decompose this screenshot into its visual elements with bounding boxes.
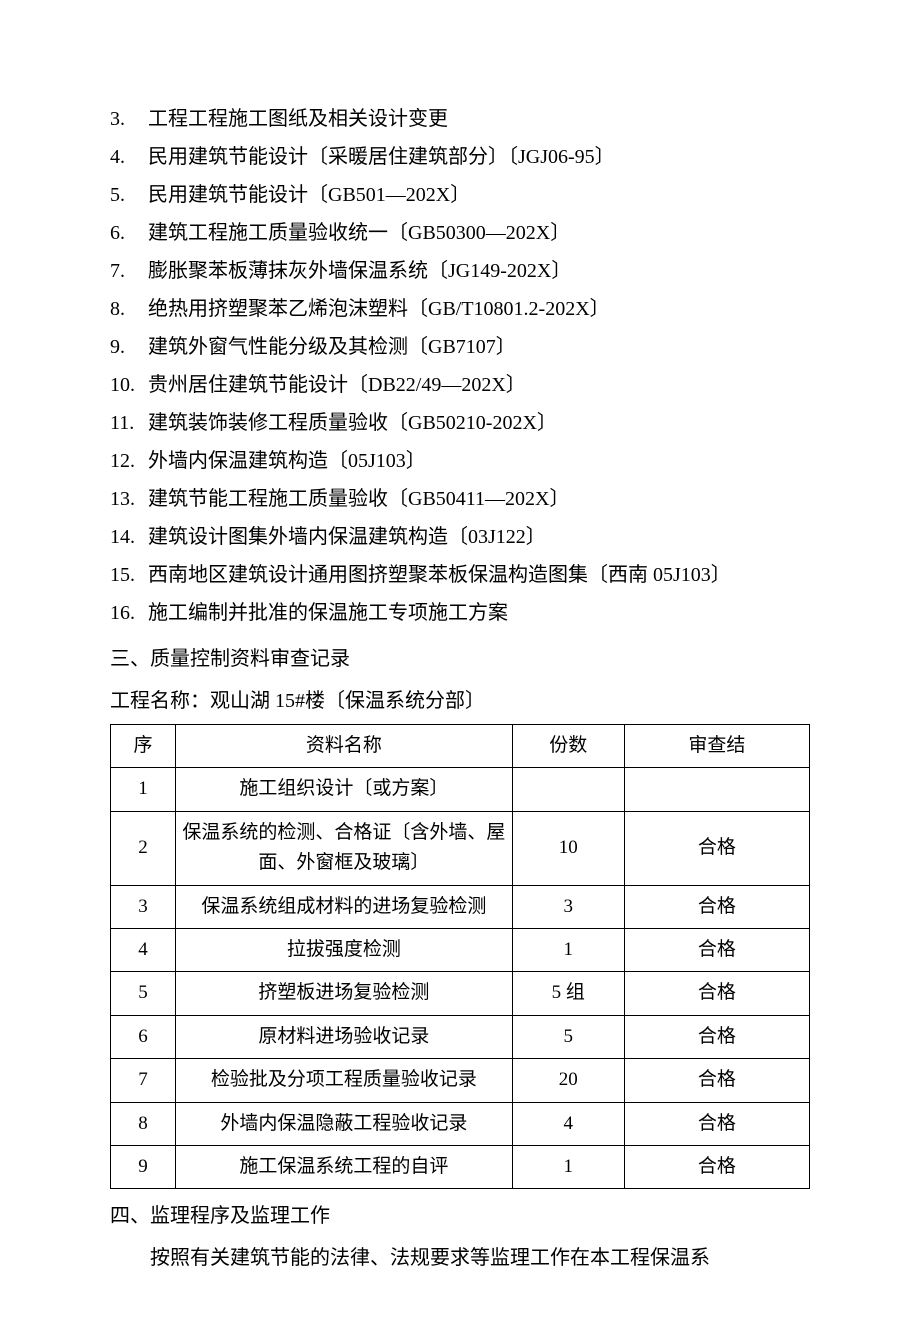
item-text: 绝热用挤塑聚苯乙烯泡沫塑料〔GB/T10801.2-202X〕 <box>148 290 810 328</box>
cell-result: 合格 <box>624 1102 809 1145</box>
item-number: 13. <box>110 480 148 518</box>
cell-count: 10 <box>512 811 624 885</box>
item-number: 3. <box>110 100 148 138</box>
item-text: 建筑装饰装修工程质量验收〔GB50210-202X〕 <box>148 404 810 442</box>
cell-count: 20 <box>512 1059 624 1102</box>
table-row: 8 外墙内保温隐蔽工程验收记录 4 合格 <box>111 1102 810 1145</box>
cell-result: 合格 <box>624 1145 809 1188</box>
cell-count: 3 <box>512 885 624 928</box>
cell-seq: 7 <box>111 1059 176 1102</box>
project-name: 工程名称：观山湖 15#楼〔保温系统分部〕 <box>110 682 810 720</box>
section-4-title: 四、监理程序及监理工作 <box>110 1197 810 1235</box>
cell-name: 拉拔强度检测 <box>176 928 513 971</box>
item-text: 施工编制并批准的保温施工专项施工方案 <box>148 594 810 632</box>
cell-name: 施工组织设计〔或方案〕 <box>176 768 513 811</box>
item-number: 12. <box>110 442 148 480</box>
item-number: 10. <box>110 366 148 404</box>
header-seq: 序 <box>111 725 176 768</box>
table-row: 1 施工组织设计〔或方案〕 <box>111 768 810 811</box>
table-row: 9 施工保温系统工程的自评 1 合格 <box>111 1145 810 1188</box>
cell-result: 合格 <box>624 1015 809 1058</box>
item-text: 建筑设计图集外墙内保温建筑构造〔03J122〕 <box>148 518 810 556</box>
cell-result: 合格 <box>624 928 809 971</box>
table-row: 6 原材料进场验收记录 5 合格 <box>111 1015 810 1058</box>
item-text: 工程工程施工图纸及相关设计变更 <box>148 100 810 138</box>
list-item: 5. 民用建筑节能设计〔GB501—202X〕 <box>110 176 810 214</box>
table-row: 7 检验批及分项工程质量验收记录 20 合格 <box>111 1059 810 1102</box>
list-item: 8. 绝热用挤塑聚苯乙烯泡沫塑料〔GB/T10801.2-202X〕 <box>110 290 810 328</box>
cell-result: 合格 <box>624 972 809 1015</box>
section-4-paragraph: 按照有关建筑节能的法律、法规要求等监理工作在本工程保温系 <box>110 1239 810 1277</box>
cell-name: 保温系统的检测、合格证〔含外墙、屋面、外窗框及玻璃〕 <box>176 811 513 885</box>
list-item: 10. 贵州居住建筑节能设计〔DB22/49—202X〕 <box>110 366 810 404</box>
list-item: 11. 建筑装饰装修工程质量验收〔GB50210-202X〕 <box>110 404 810 442</box>
item-text: 建筑工程施工质量验收统一〔GB50300—202X〕 <box>148 214 810 252</box>
cell-seq: 6 <box>111 1015 176 1058</box>
item-number: 16. <box>110 594 148 632</box>
cell-name: 施工保温系统工程的自评 <box>176 1145 513 1188</box>
cell-count <box>512 768 624 811</box>
header-name: 资料名称 <box>176 725 513 768</box>
item-text: 建筑外窗气性能分级及其检测〔GB7107〕 <box>148 328 810 366</box>
list-item: 7. 膨胀聚苯板薄抹灰外墙保温系统〔JG149-202X〕 <box>110 252 810 290</box>
list-item: 4. 民用建筑节能设计〔采暖居住建筑部分〕〔JGJ06-95〕 <box>110 138 810 176</box>
cell-name: 外墙内保温隐蔽工程验收记录 <box>176 1102 513 1145</box>
cell-name: 原材料进场验收记录 <box>176 1015 513 1058</box>
cell-name: 检验批及分项工程质量验收记录 <box>176 1059 513 1102</box>
item-number: 7. <box>110 252 148 290</box>
item-number: 6. <box>110 214 148 252</box>
cell-seq: 4 <box>111 928 176 971</box>
section-3-title: 三、质量控制资料审查记录 <box>110 640 810 678</box>
cell-result <box>624 768 809 811</box>
list-item: 3. 工程工程施工图纸及相关设计变更 <box>110 100 810 138</box>
item-text: 建筑节能工程施工质量验收〔GB50411—202X〕 <box>148 480 810 518</box>
list-item: 9. 建筑外窗气性能分级及其检测〔GB7107〕 <box>110 328 810 366</box>
item-text: 民用建筑节能设计〔采暖居住建筑部分〕〔JGJ06-95〕 <box>148 138 810 176</box>
list-item: 12. 外墙内保温建筑构造〔05J103〕 <box>110 442 810 480</box>
cell-count: 1 <box>512 1145 624 1188</box>
cell-seq: 9 <box>111 1145 176 1188</box>
cell-seq: 3 <box>111 885 176 928</box>
item-number: 4. <box>110 138 148 176</box>
list-item: 14. 建筑设计图集外墙内保温建筑构造〔03J122〕 <box>110 518 810 556</box>
cell-count: 1 <box>512 928 624 971</box>
cell-count: 4 <box>512 1102 624 1145</box>
item-number: 14. <box>110 518 148 556</box>
cell-result: 合格 <box>624 885 809 928</box>
header-result: 审查结 <box>624 725 809 768</box>
standards-list: 3. 工程工程施工图纸及相关设计变更 4. 民用建筑节能设计〔采暖居住建筑部分〕… <box>110 100 810 632</box>
cell-name: 保温系统组成材料的进场复验检测 <box>176 885 513 928</box>
list-item: 15. 西南地区建筑设计通用图挤塑聚苯板保温构造图集〔西南 05J103〕 <box>110 556 810 594</box>
cell-seq: 2 <box>111 811 176 885</box>
item-number: 8. <box>110 290 148 328</box>
item-number: 11. <box>110 404 148 442</box>
table-row: 5 挤塑板进场复验检测 5 组 合格 <box>111 972 810 1015</box>
item-text: 膨胀聚苯板薄抹灰外墙保温系统〔JG149-202X〕 <box>148 252 810 290</box>
table-row: 3 保温系统组成材料的进场复验检测 3 合格 <box>111 885 810 928</box>
table-header-row: 序 资料名称 份数 审查结 <box>111 725 810 768</box>
cell-count: 5 组 <box>512 972 624 1015</box>
item-text: 西南地区建筑设计通用图挤塑聚苯板保温构造图集〔西南 05J103〕 <box>148 556 810 594</box>
cell-count: 5 <box>512 1015 624 1058</box>
item-number: 15. <box>110 556 148 594</box>
table-row: 4 拉拔强度检测 1 合格 <box>111 928 810 971</box>
item-text: 外墙内保温建筑构造〔05J103〕 <box>148 442 810 480</box>
quality-control-table: 序 资料名称 份数 审查结 1 施工组织设计〔或方案〕 2 保温系统的检测、合格… <box>110 724 810 1189</box>
list-item: 13. 建筑节能工程施工质量验收〔GB50411—202X〕 <box>110 480 810 518</box>
cell-result: 合格 <box>624 811 809 885</box>
list-item: 16. 施工编制并批准的保温施工专项施工方案 <box>110 594 810 632</box>
cell-seq: 5 <box>111 972 176 1015</box>
cell-result: 合格 <box>624 1059 809 1102</box>
header-count: 份数 <box>512 725 624 768</box>
cell-seq: 8 <box>111 1102 176 1145</box>
item-text: 贵州居住建筑节能设计〔DB22/49—202X〕 <box>148 366 810 404</box>
item-text: 民用建筑节能设计〔GB501—202X〕 <box>148 176 810 214</box>
list-item: 6. 建筑工程施工质量验收统一〔GB50300—202X〕 <box>110 214 810 252</box>
item-number: 9. <box>110 328 148 366</box>
item-number: 5. <box>110 176 148 214</box>
cell-name: 挤塑板进场复验检测 <box>176 972 513 1015</box>
table-row: 2 保温系统的检测、合格证〔含外墙、屋面、外窗框及玻璃〕 10 合格 <box>111 811 810 885</box>
cell-seq: 1 <box>111 768 176 811</box>
